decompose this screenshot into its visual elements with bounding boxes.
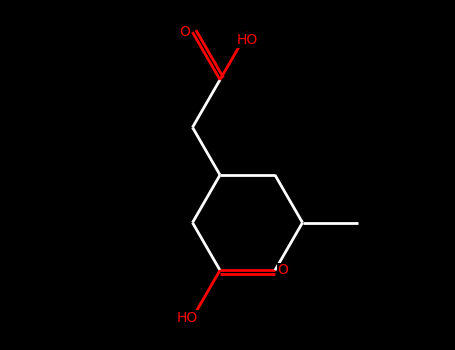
Text: HO: HO [177,311,198,325]
Text: O: O [278,263,288,277]
Text: O: O [179,25,190,39]
Text: HO: HO [237,33,258,47]
